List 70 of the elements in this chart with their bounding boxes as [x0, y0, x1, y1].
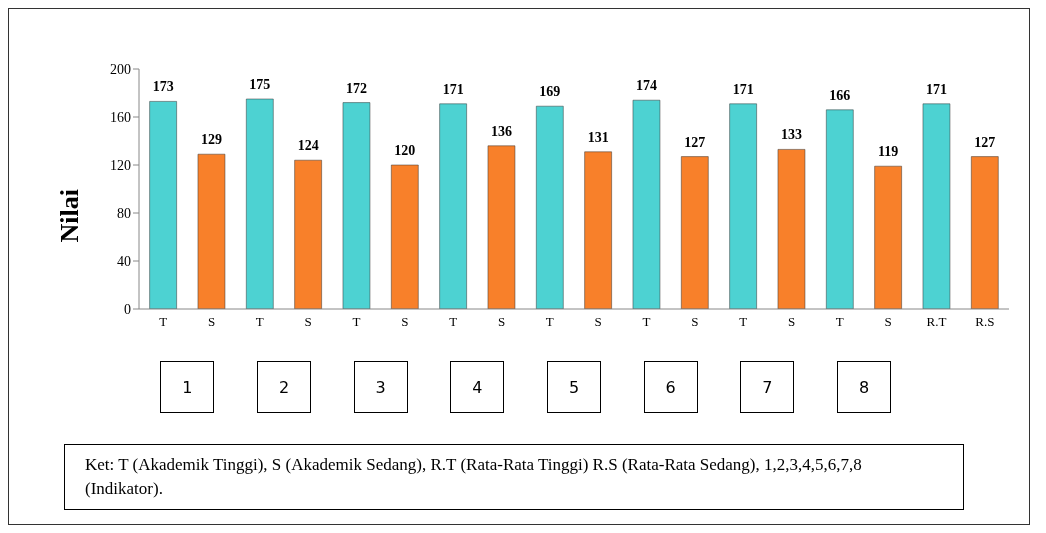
x-tick-label: T: [739, 314, 748, 330]
bar: [971, 156, 999, 309]
data-label: 124: [297, 138, 319, 154]
bar: [246, 98, 274, 309]
x-tick-label: S: [304, 314, 312, 330]
text: 4: [450, 361, 505, 413]
text: Ket: T (Akademik Tinggi), S (Akademik Sedang), R.T (Rata-Rata Tinggi) R.S (Rata-Rata Sedang), 1,2,3,4,5,6,7,8 (Indikator).: [64, 444, 964, 510]
x-tick-label: S: [594, 314, 602, 330]
data-label: 171: [442, 81, 464, 97]
x-tick-label: S: [401, 314, 409, 330]
x-tick-label: T: [159, 314, 168, 330]
x-tick-label: T: [352, 314, 361, 330]
y-tick-label: 200: [110, 61, 131, 77]
bar: [729, 103, 757, 309]
data-label: 131: [587, 129, 609, 145]
bar: [536, 105, 564, 309]
data-label: 172: [345, 80, 367, 96]
bar: [874, 165, 902, 309]
data-label: 166: [829, 87, 851, 103]
x-tick-label: S: [691, 314, 699, 330]
text: 7: [740, 361, 795, 413]
data-label: 136: [490, 123, 512, 139]
bar: [922, 103, 951, 309]
text: 1: [160, 361, 215, 413]
data-label: 120: [394, 143, 416, 158]
data-label: 129: [200, 132, 222, 148]
data-label: 127: [974, 134, 996, 150]
text: 8: [837, 361, 891, 413]
x-tick-label: T: [255, 314, 264, 330]
data-label: 175: [249, 77, 271, 92]
data-label: 171: [925, 81, 947, 97]
x-tick-label: T: [642, 314, 651, 330]
data-label: 133: [780, 127, 802, 143]
x-tick-label: S: [497, 314, 506, 330]
x-tick-label: T: [835, 314, 844, 330]
text: 3: [353, 361, 408, 413]
bar: [342, 102, 371, 309]
x-tick-label: T: [449, 314, 458, 330]
x-tick-label: S: [787, 314, 796, 330]
text: 6: [643, 361, 698, 413]
data-label: 127: [684, 134, 706, 150]
data-label: 171: [732, 81, 754, 97]
x-tick-label: S: [207, 314, 216, 330]
bar: [149, 101, 177, 309]
y-tick-label: 160: [110, 109, 131, 125]
x-tick-label: R.T: [926, 314, 947, 330]
bar: [681, 156, 709, 309]
bar: [197, 153, 226, 309]
bar: [439, 103, 467, 309]
y-tick-label: 0: [124, 301, 131, 317]
text: 5: [547, 361, 601, 413]
data-label: 173: [152, 79, 174, 95]
bar: [487, 145, 516, 309]
bar: [632, 99, 661, 309]
bar: [777, 149, 806, 309]
data-label: 119: [878, 144, 899, 160]
y-tick-label: 120: [110, 157, 131, 173]
x-tick-label: S: [884, 314, 892, 330]
bar: [294, 159, 322, 309]
y-tick-label: 40: [117, 253, 131, 269]
data-label: 174: [635, 78, 657, 94]
y-axis-title: Nilai: [55, 189, 85, 243]
x-tick-label: T: [545, 314, 554, 330]
text: 2: [257, 361, 311, 413]
bar: [826, 109, 854, 309]
bar: [391, 164, 419, 309]
y-tick-label: 80: [117, 205, 131, 221]
x-tick-label: R.S: [975, 314, 995, 330]
data-label: 169: [539, 84, 561, 100]
bar: [584, 151, 612, 309]
